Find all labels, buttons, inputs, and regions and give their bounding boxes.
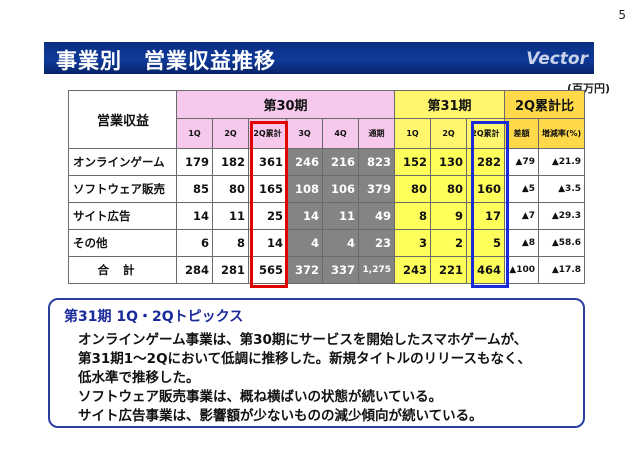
title-bar: 事業別 営業収益推移 Vector [44,42,594,74]
cell: ▲58.6 [537,229,586,257]
cell: ▲3.5 [537,175,586,203]
table-row: ソフトウェア販売 85 80 165 108 106 379 80 80 160… [68,175,586,203]
cell: 14 [176,202,213,230]
cell: 80 [430,175,467,203]
col-header: 通期 [358,118,395,149]
period30-header: 第30期 [176,90,395,119]
table-corner-label: 営業収益 [68,90,177,149]
topics-box: 第31期 1Q・2Qトピックス オンラインゲーム事業は、第30期にサービスを開始… [48,298,585,428]
row-label: その他 [68,229,177,257]
cell: 80 [212,175,249,203]
cell: 379 [358,175,395,203]
page-number: 5 [618,8,626,22]
cell: 4 [322,229,359,257]
cell: 23 [358,229,395,257]
cell: 25 [248,202,287,230]
col-header: 1Q [176,118,213,149]
col-header: 3Q [286,118,323,149]
cell: 11 [212,202,249,230]
topics-heading: 第31期 1Q・2Qトピックス [64,309,244,325]
cell: 14 [286,202,323,230]
cell: 85 [176,175,213,203]
cell: ▲21.9 [537,148,586,176]
cell: ▲100 [504,256,539,284]
cell: 80 [394,175,431,203]
revenue-table: 営業収益 第30期 第31期 2Q累計比 1Q 2Q 2Q累計 3Q 4Q 通期… [68,90,586,284]
cell: 246 [286,148,323,176]
cell: 216 [322,148,359,176]
col-header: 1Q [394,118,431,149]
cell: 8 [394,202,431,230]
highlight-box-31-cumulative [471,121,509,288]
period31-header: 第31期 [394,90,505,119]
cell: 179 [176,148,213,176]
col-header: 2Q [430,118,467,149]
topics-line: ソフトウェア販売事業は、概ね横ばいの状態が続いている。 [78,389,443,405]
row-label: オンラインゲーム [68,148,177,176]
cell: ▲79 [504,148,539,176]
cell: 9 [430,202,467,230]
cell: 8 [212,229,249,257]
cell: 11 [322,202,359,230]
highlight-box-30-cumulative [250,121,288,288]
topics-line: オンラインゲーム事業は、第30期にサービスを開始したスマホゲームが、 [78,332,528,348]
cell: 4 [286,229,323,257]
compare-header: 2Q累計比 [503,90,586,119]
cell: 49 [358,202,395,230]
cell: 284 [176,256,213,284]
cell: ▲7 [504,202,539,230]
cell: 281 [212,256,249,284]
col-header: 4Q [322,118,359,149]
col-header: 増減率(%) [537,118,586,149]
cell: 2 [430,229,467,257]
col-header: 差額 [504,118,539,149]
cell: ▲5 [504,175,539,203]
cell: ▲8 [504,229,539,257]
cell: 1,275 [358,256,395,284]
table-row: オンラインゲーム 179 182 361 246 216 823 152 130… [68,148,586,176]
cell: 372 [286,256,323,284]
cell: 14 [248,229,287,257]
col-header: 2Q [212,118,249,149]
cell: 152 [394,148,431,176]
cell: 182 [212,148,249,176]
cell: 108 [286,175,323,203]
cell: 337 [322,256,359,284]
table-row: サイト広告 14 11 25 14 11 49 8 9 17 ▲7 ▲29.3 [68,202,586,230]
topics-line: 低水準で推移した。 [78,370,200,386]
row-label: ソフトウェア販売 [68,175,177,203]
cell: 243 [394,256,431,284]
cell: 565 [248,256,287,284]
cell: 17 [466,202,505,230]
cell: 3 [394,229,431,257]
vector-logo: Vector [526,49,588,69]
topics-line: サイト広告事業は、影響額が少ないものの減少傾向が続いている。 [78,408,483,424]
cell: 130 [430,148,467,176]
row-label: 合計 [68,256,177,284]
cell: ▲29.3 [537,202,586,230]
topics-line: 第31期1～2Qにおいて低調に推移した。新規タイトルのリリースもなく、 [78,351,531,367]
slide-title: 事業別 営業収益推移 [56,49,276,73]
cell: 165 [248,175,287,203]
cell: 6 [176,229,213,257]
cell: ▲17.8 [537,256,586,284]
cell: 823 [358,148,395,176]
row-label: サイト広告 [68,202,177,230]
cell: 221 [430,256,467,284]
cell: 106 [322,175,359,203]
